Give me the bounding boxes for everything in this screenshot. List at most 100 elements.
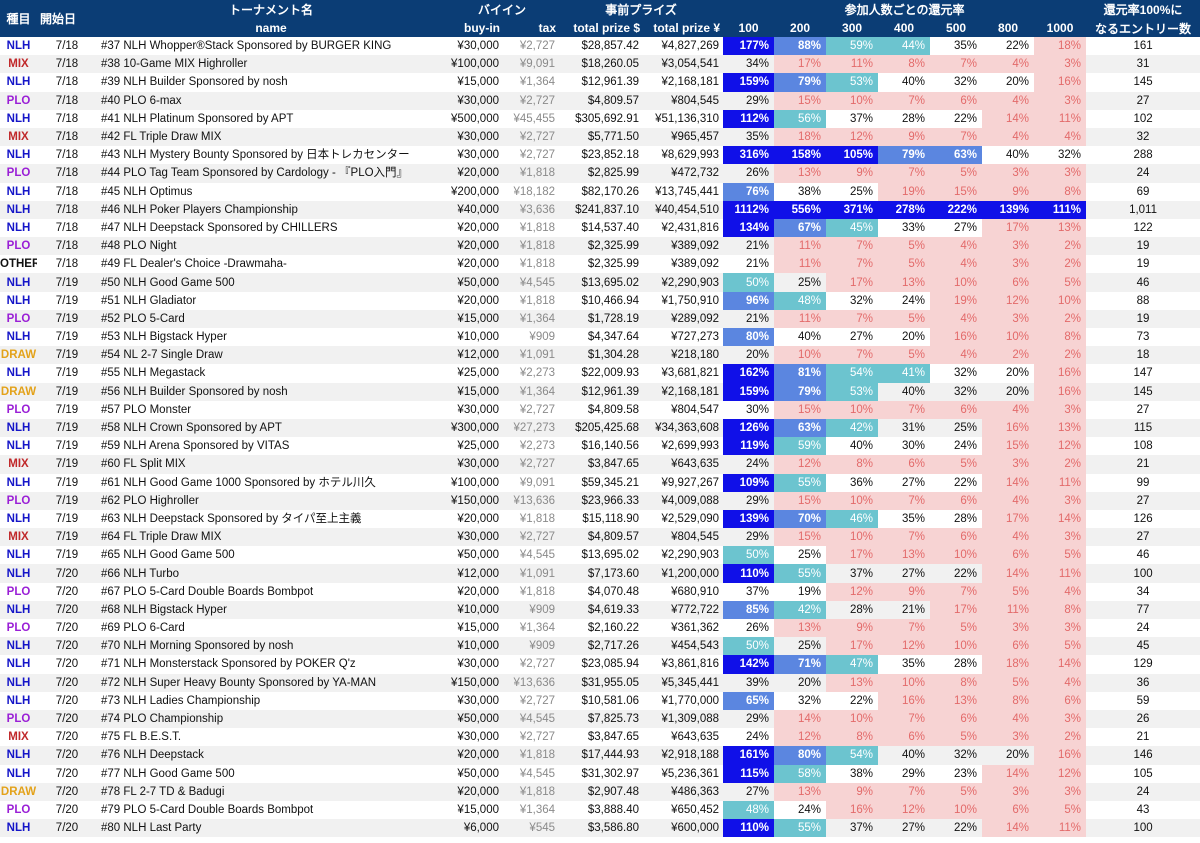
tournament-name-cell: #65 NLH Good Game 500 (101, 549, 235, 562)
prize-jpy-cell: ¥218,180 (643, 346, 724, 365)
return-rate-800-cell: 4% (982, 709, 1035, 729)
return-rate-300-cell: 40% (850, 440, 874, 453)
tournament-name-cell: #61 NLH Good Game 1000 Sponsored by ホテル川… (101, 476, 376, 489)
prize-jpy-cell: ¥643,635 (643, 455, 724, 474)
return-rate-300-cell: 10% (826, 400, 879, 419)
return-rate-300-cell: 17% (826, 273, 879, 292)
return-rate-300-cell: 9% (826, 619, 879, 638)
return-rate-200-cell: 12% (774, 728, 827, 747)
return-rate-1000-cell: 5% (1034, 637, 1087, 656)
buyin-cell: ¥30,000 (457, 40, 499, 53)
return-rate-100-cell: 20% (723, 346, 775, 365)
header-return-rate-jp: 参加人数ごとの還元率 (723, 0, 1087, 19)
table-row: MIX 7/18 #42 FL Triple Draw MIX ¥30,000 ¥2,7… (0, 127, 1200, 147)
prize-jpy-cell: ¥472,732 (643, 164, 724, 183)
return-rate-200-cell: 55% (774, 819, 827, 838)
prize-jpy-cell: ¥2,699,993 (661, 440, 720, 453)
return-rate-400-cell: 5% (878, 255, 931, 274)
buyin-cell: ¥25,000 (457, 367, 499, 380)
breakeven-entries-cell: 59 (1136, 694, 1150, 707)
return-rate-800-cell: 8% (982, 691, 1035, 710)
return-rate-100-cell: 48% (723, 800, 775, 820)
buyin-cell: ¥20,000 (457, 585, 499, 598)
tax-cell: ¥2,727 (503, 91, 560, 110)
buyin-cell: ¥30,000 (445, 127, 503, 147)
category-cell: DRAW (0, 382, 37, 401)
return-rate-1000-cell: 4% (1034, 582, 1087, 601)
return-rate-200-cell: 59% (774, 437, 827, 456)
return-rate-800-cell: 11% (982, 600, 1035, 619)
return-rate-800-cell: 20% (1006, 76, 1030, 89)
start-date-cell: 7/20 (37, 673, 97, 692)
header-tournament-jp: トーナメント名 (97, 0, 445, 19)
category-cell: NLH (6, 76, 31, 89)
return-rate-1000-cell: 8% (1034, 328, 1087, 347)
table-row: DRAW 7/20 #78 FL 2-7 TD & Badugi ¥20,000 ¥1,… (0, 782, 1200, 801)
start-date-cell: 7/18 (55, 185, 79, 198)
table-row: PLO 7/20 #67 PLO 5-Card Double Boards Bomb… (0, 582, 1200, 601)
prize-jpy-cell: ¥13,745,441 (655, 185, 720, 198)
return-rate-200-cell: 18% (774, 127, 827, 147)
return-rate-800-cell: 20% (1006, 367, 1030, 380)
return-rate-1000-cell: 4% (1034, 673, 1087, 692)
tax-cell: ¥1,818 (503, 164, 560, 183)
tax-cell: ¥2,727 (519, 40, 556, 53)
return-rate-300-cell: 7% (826, 255, 879, 274)
breakeven-entries-cell: 105 (1133, 767, 1153, 780)
return-rate-200-cell: 13% (774, 782, 827, 801)
tournament-name-cell: #77 NLH Good Game 500 (101, 767, 235, 780)
return-rate-300-cell: 9% (826, 782, 879, 801)
category-cell: MIX (8, 731, 29, 744)
breakeven-entries-cell: 31 (1086, 55, 1200, 74)
return-rate-100-cell: 110% (723, 564, 775, 583)
breakeven-entries-cell: 146 (1086, 746, 1200, 765)
header-breakeven-line1: 還元率100%に (1086, 0, 1200, 19)
table-row: NLH 7/20 #80 NLH Last Party ¥6,000 ¥545 $3,58… (0, 819, 1200, 838)
return-rate-500-cell: 8% (930, 673, 983, 692)
return-rate-800-cell: 15% (982, 437, 1035, 456)
return-rate-1000-cell: 11% (1034, 109, 1087, 128)
return-rate-200-cell: 56% (774, 109, 827, 128)
prize-jpy-cell: ¥1,200,000 (643, 564, 724, 583)
return-rate-1000-cell: 3% (1034, 782, 1087, 801)
return-rate-800-cell: 10% (982, 328, 1035, 347)
return-rate-400-cell: 40% (902, 76, 926, 89)
start-date-cell: 7/18 (37, 55, 97, 74)
prize-usd-cell: $2,160.22 (587, 622, 640, 635)
return-rate-100-cell: 139% (723, 509, 775, 529)
start-date-cell: 7/20 (37, 709, 97, 729)
return-rate-500-cell: 5% (930, 455, 983, 474)
return-rate-500-cell: 22% (954, 112, 978, 125)
return-rate-200-cell: 11% (774, 255, 827, 274)
return-rate-800-cell: 17% (982, 509, 1035, 529)
header-entries-800: 800 (982, 19, 1035, 37)
start-date-cell: 7/19 (37, 528, 97, 547)
return-rate-800-cell: 4% (982, 127, 1035, 147)
table-row: DRAW 7/19 #54 NL 2-7 Single Draw ¥12,000 ¥1,… (0, 346, 1200, 365)
return-rate-100-cell: 26% (746, 622, 770, 635)
return-rate-200-cell: 25% (774, 637, 827, 656)
tax-cell: ¥2,727 (519, 149, 556, 162)
tax-cell: ¥2,273 (519, 367, 556, 380)
buyin-cell: ¥20,000 (445, 746, 503, 765)
return-rate-100-cell: 24% (746, 731, 770, 744)
buyin-cell: ¥15,000 (457, 76, 499, 89)
prize-usd-cell: $14,537.40 (581, 221, 640, 234)
prize-jpy-cell: ¥289,092 (643, 309, 724, 328)
return-rate-1000-cell: 16% (1034, 382, 1087, 401)
return-rate-500-cell: 17% (930, 600, 983, 619)
table-row: NLH 7/19 #55 NLH Megastack ¥25,000 ¥2,273 $22… (0, 364, 1200, 383)
return-rate-800-cell: 3% (982, 255, 1035, 274)
return-rate-300-cell: 8% (826, 455, 879, 474)
return-rate-500-cell: 4% (930, 237, 983, 256)
return-rate-400-cell: 27% (902, 476, 926, 489)
return-rate-200-cell: 40% (798, 331, 822, 344)
return-rate-800-cell: 3% (982, 455, 1035, 474)
prize-usd-cell: $82,170.26 (581, 185, 640, 198)
table-row: PLO 7/19 #57 PLO Monster ¥30,000 ¥2,727 $4,80… (0, 400, 1200, 419)
tournament-name-cell: #48 PLO Night (97, 237, 445, 256)
prize-jpy-cell: ¥486,363 (643, 782, 724, 801)
return-rate-400-cell: 12% (878, 637, 931, 656)
category-cell: PLO (6, 803, 31, 816)
breakeven-entries-cell: 77 (1086, 600, 1200, 619)
